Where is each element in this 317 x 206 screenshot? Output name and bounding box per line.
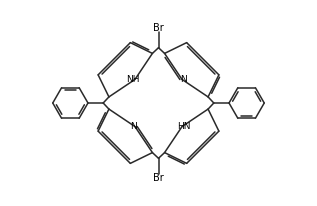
Text: HN: HN bbox=[177, 122, 191, 131]
Text: NH: NH bbox=[126, 75, 140, 84]
Text: N: N bbox=[181, 75, 187, 84]
Text: N: N bbox=[130, 122, 136, 131]
Text: Br: Br bbox=[153, 173, 164, 183]
Text: Br: Br bbox=[153, 23, 164, 33]
